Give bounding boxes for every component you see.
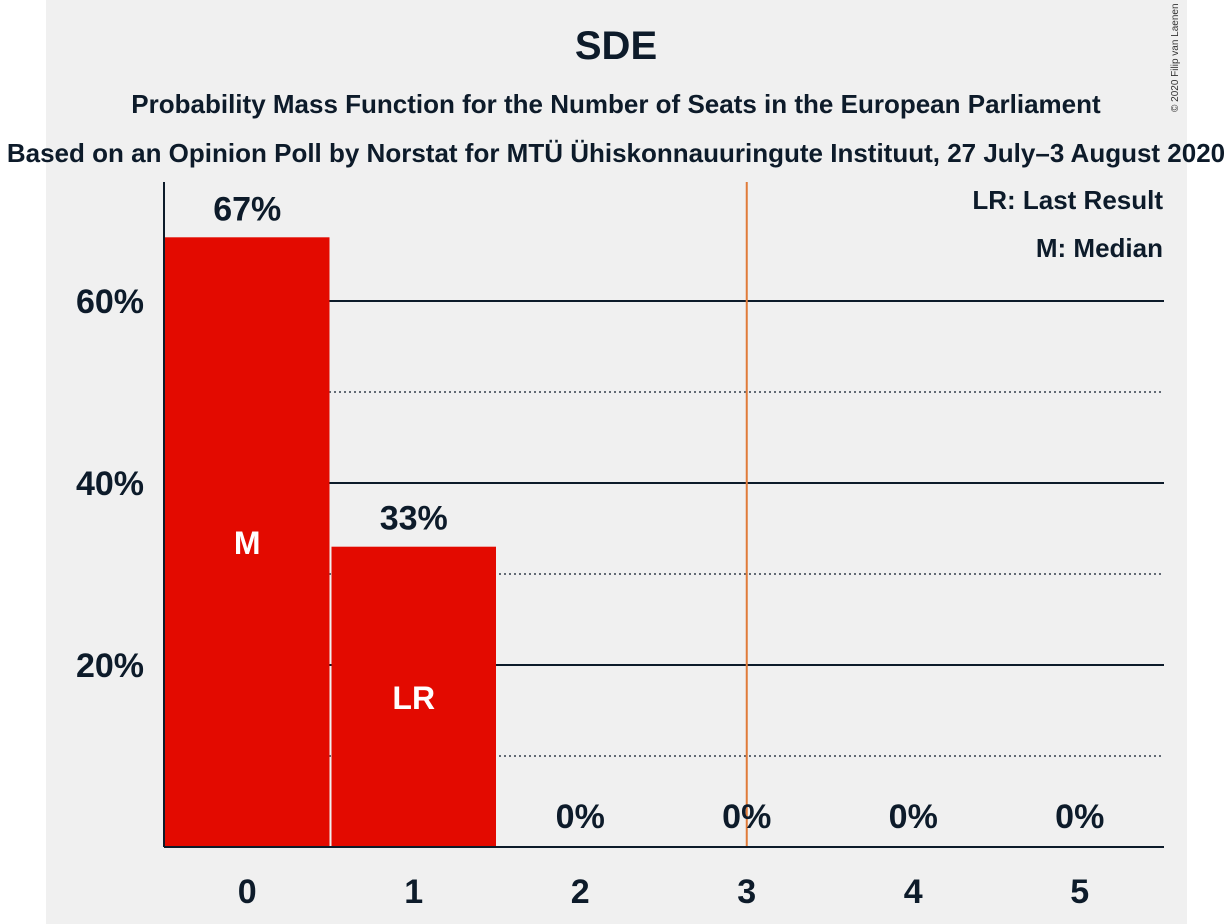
value-label: 0% — [556, 798, 605, 836]
gridlines — [164, 300, 1164, 757]
bars — [163, 182, 1164, 848]
bar-0 — [165, 237, 330, 848]
y-tick-label: 40% — [76, 465, 144, 503]
y-tick-label: 60% — [76, 283, 144, 321]
chart-subtitle-source: Based on an Opinion Poll by Norstat for … — [6, 138, 1226, 168]
bar-marker: LR — [392, 680, 435, 716]
legend-median: M: Median — [1036, 233, 1163, 263]
legend-last-result: LR: Last Result — [972, 185, 1163, 215]
value-label: 0% — [889, 798, 938, 836]
x-tick-label: 0 — [238, 873, 257, 911]
y-tick-label: 20% — [76, 647, 144, 685]
x-tick-label: 5 — [1070, 873, 1089, 911]
value-label: 67% — [213, 190, 281, 228]
chart-title: SDE — [574, 24, 658, 68]
chart-subtitle: Probability Mass Function for the Number… — [131, 89, 1101, 119]
x-tick-label: 1 — [404, 873, 423, 911]
bar-marker: M — [234, 525, 261, 561]
value-label: 0% — [1055, 798, 1104, 836]
x-tick-label: 3 — [737, 873, 756, 911]
value-label: 0% — [722, 798, 771, 836]
value-label: 33% — [380, 500, 448, 538]
bar-1 — [331, 546, 496, 847]
x-tick-label: 2 — [571, 873, 590, 911]
x-tick-label: 4 — [904, 873, 923, 911]
